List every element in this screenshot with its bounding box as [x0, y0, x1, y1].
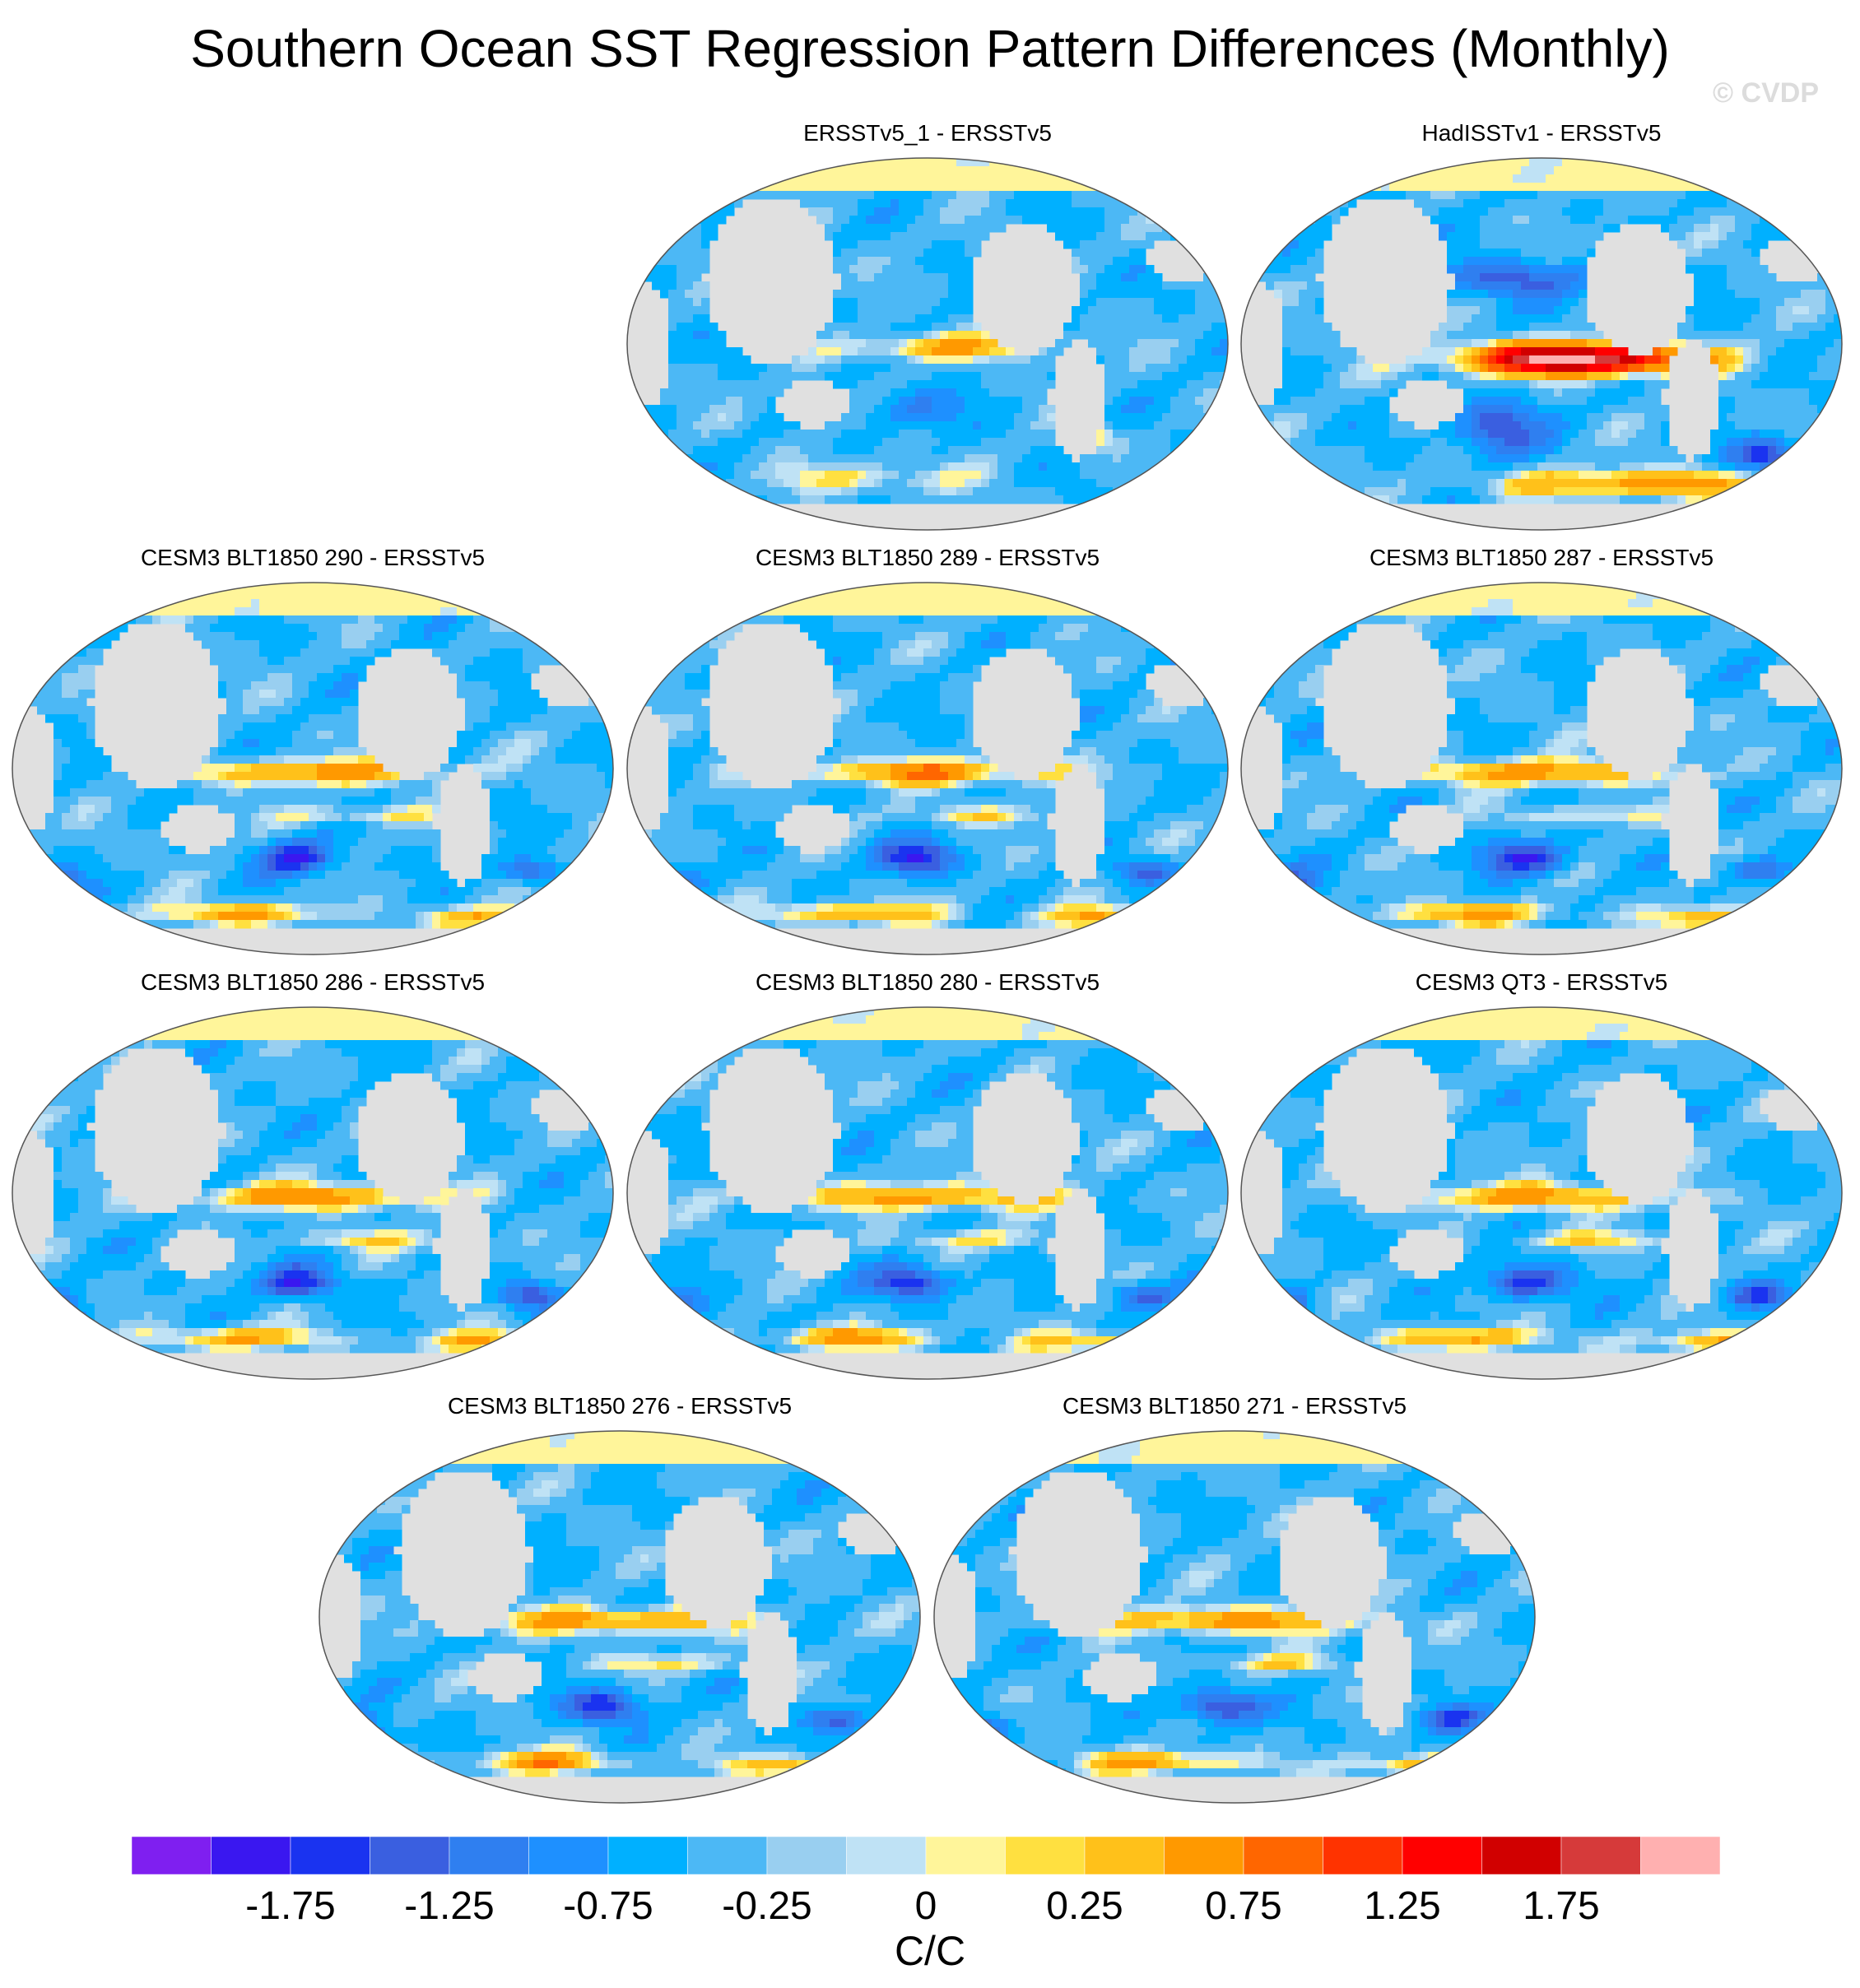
panel-title: CESM3 BLT1850 271 - ERSSTv5: [930, 1393, 1539, 1419]
sst-difference-map: [626, 1006, 1229, 1380]
colorbar-swatch: [925, 1837, 1006, 1875]
map-panel: CESM3 BLT1850 271 - ERSSTv5: [930, 1393, 1539, 1805]
colorbar-tick-label: -0.75: [563, 1884, 653, 1928]
colorbar-swatch: [132, 1837, 212, 1875]
colorbar-tick-label: 0: [915, 1884, 937, 1928]
colorbar-units: C/C: [895, 1928, 965, 1974]
map-panel: CESM3 BLT1850 286 - ERSSTv5: [8, 969, 617, 1381]
colorbar-tick-label: -1.75: [245, 1884, 335, 1928]
colorbar-tick-label: 0.75: [1205, 1884, 1281, 1928]
cvdp-watermark: © CVDP: [1713, 77, 1819, 109]
sst-difference-map: [319, 1430, 921, 1804]
colorbar-swatch: [1323, 1837, 1403, 1875]
colorbar-tick-label: -1.25: [404, 1884, 494, 1928]
colorbar-tick-label: -0.25: [722, 1884, 811, 1928]
panel-title: ERSSTv5_1 - ERSSTv5: [623, 120, 1232, 146]
colorbar-swatch: [449, 1837, 529, 1875]
map-panel: CESM3 QT3 - ERSSTv5: [1237, 969, 1846, 1381]
colorbar-swatch: [1243, 1837, 1323, 1875]
colorbar: -1.75 -1.25 -0.75 -0.25 0 0.25 0.75 1.25 1.75 C/C: [132, 1837, 1721, 1974]
panel-title: CESM3 BLT1850 289 - ERSSTv5: [623, 545, 1232, 571]
colorbar-swatch: [290, 1837, 370, 1875]
panel-title: CESM3 BLT1850 276 - ERSSTv5: [315, 1393, 924, 1419]
colorbar-swatch: [846, 1837, 927, 1875]
colorbar-swatch: [1164, 1837, 1244, 1875]
map-panel: HadISSTv1 - ERSSTv5: [1237, 120, 1846, 532]
map-panel: CESM3 BLT1850 276 - ERSSTv5: [315, 1393, 924, 1805]
colorbar-swatch: [1560, 1837, 1641, 1875]
map-panel: ERSSTv5_1 - ERSSTv5: [623, 120, 1232, 532]
colorbar-tick-label: 1.25: [1364, 1884, 1440, 1928]
sst-difference-map: [1240, 582, 1843, 955]
figure-title: Southern Ocean SST Regression Pattern Di…: [0, 18, 1860, 79]
panel-title: CESM3 BLT1850 286 - ERSSTv5: [8, 969, 617, 996]
panel-title: CESM3 QT3 - ERSSTv5: [1237, 969, 1846, 996]
map-panel: CESM3 BLT1850 287 - ERSSTv5: [1237, 545, 1846, 956]
panel-title: HadISSTv1 - ERSSTv5: [1237, 120, 1846, 146]
colorbar-tick-label: 1.75: [1523, 1884, 1599, 1928]
sst-difference-map: [933, 1430, 1536, 1804]
colorbar-swatch: [1402, 1837, 1482, 1875]
sst-difference-map: [12, 582, 614, 955]
sst-difference-map: [1240, 1006, 1843, 1380]
colorbar-swatch: [1481, 1837, 1562, 1875]
sst-difference-map: [626, 582, 1229, 955]
colorbar-swatch: [607, 1837, 688, 1875]
colorbar-swatch: [687, 1837, 768, 1875]
panel-title: CESM3 BLT1850 287 - ERSSTv5: [1237, 545, 1846, 571]
colorbar-swatch: [211, 1837, 291, 1875]
colorbar-swatch: [528, 1837, 609, 1875]
map-panel: CESM3 BLT1850 280 - ERSSTv5: [623, 969, 1232, 1381]
sst-difference-map: [1240, 157, 1843, 531]
panel-title: CESM3 BLT1850 280 - ERSSTv5: [623, 969, 1232, 996]
colorbar-swatch: [1640, 1837, 1721, 1875]
sst-difference-map: [12, 1006, 614, 1380]
colorbar-swatch: [1005, 1837, 1086, 1875]
map-panel: CESM3 BLT1850 289 - ERSSTv5: [623, 545, 1232, 956]
colorbar-swatch: [370, 1837, 450, 1875]
map-panel: CESM3 BLT1850 290 - ERSSTv5: [8, 545, 617, 956]
colorbar-tick-label: 0.25: [1046, 1884, 1123, 1928]
sst-difference-map: [626, 157, 1229, 531]
panel-title: CESM3 BLT1850 290 - ERSSTv5: [8, 545, 617, 571]
colorbar-swatch: [766, 1837, 847, 1875]
colorbar-swatch: [1084, 1837, 1165, 1875]
